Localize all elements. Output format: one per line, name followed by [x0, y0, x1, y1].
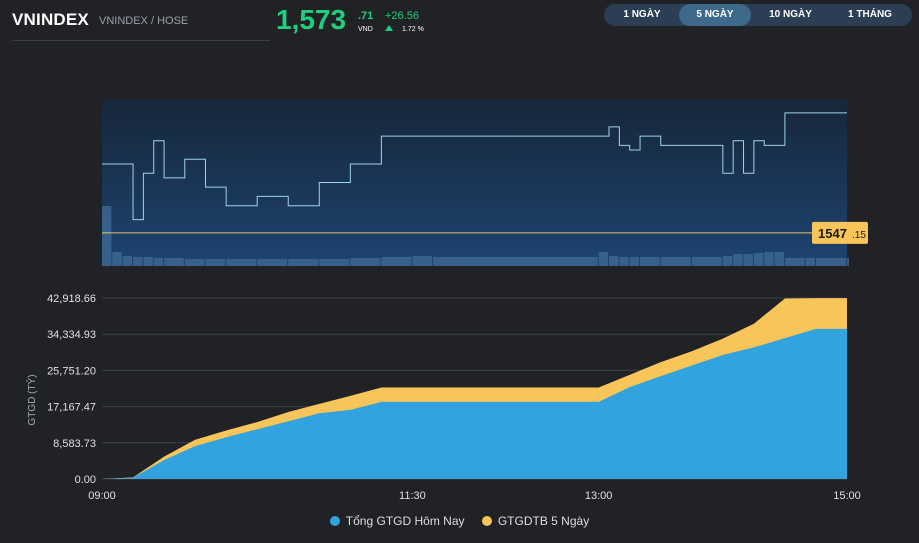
- tab-10-ngay[interactable]: 10 NGÀY: [769, 9, 812, 20]
- volume-bar: [764, 252, 774, 266]
- range-tabs: 1 NGÀY 5 NGÀY 10 NGÀY 1 THÁNG: [604, 4, 912, 26]
- symbol-title: VNINDEX: [12, 10, 89, 29]
- tab-1-ngay[interactable]: 1 NGÀY: [623, 9, 661, 20]
- x-tick-label: 13:00: [585, 490, 613, 502]
- volume-bar: [143, 257, 153, 266]
- volume-bar: [847, 258, 849, 266]
- volume-bar: [433, 257, 598, 266]
- legend: Tổng GTGD Hôm Nay GTGDTB 5 Ngày: [0, 514, 919, 528]
- tab-1-thang[interactable]: 1 THÁNG: [848, 9, 892, 20]
- legend-item-avg5[interactable]: GTGDTB 5 Ngày: [481, 514, 590, 528]
- up-arrow-icon: [385, 25, 393, 31]
- volume-bar: [784, 258, 805, 266]
- volume-bar: [112, 252, 122, 266]
- volume-bar: [350, 258, 381, 266]
- volume-bar: [164, 258, 184, 266]
- reference-label: 1547: [818, 226, 847, 241]
- price-line: [102, 112, 847, 221]
- price-main: 1,573: [276, 4, 347, 35]
- x-tick-label: 09:00: [88, 490, 116, 502]
- legend-dot-today: [329, 516, 340, 526]
- y-tick-label: 0.00: [75, 474, 96, 486]
- volume-bar: [609, 256, 619, 266]
- reference-label-box: [812, 221, 868, 244]
- legend-item-today[interactable]: Tổng GTGD Hôm Nay: [329, 514, 465, 528]
- volume-bar: [205, 259, 226, 266]
- y-tick-label: 34,334.93: [47, 329, 96, 341]
- change-percent: 1.72 %: [402, 26, 424, 33]
- volume-bar: [412, 256, 433, 266]
- volume-bar: [691, 257, 722, 266]
- volume-bar: [288, 259, 319, 266]
- volume-bar: [733, 254, 743, 266]
- x-tick-label: 11:30: [399, 490, 426, 502]
- volume-bars: [102, 206, 849, 266]
- volume-bar: [805, 258, 815, 266]
- y-tick-label: 25,751.20: [47, 365, 96, 377]
- x-tick-label: 15:00: [833, 490, 861, 502]
- legend-dot-avg5: [481, 516, 492, 526]
- volume-bar: [184, 259, 205, 266]
- volume-bar: [753, 253, 764, 266]
- legend-label-avg5: GTGDTB 5 Ngày: [497, 514, 590, 528]
- volume-bar: [743, 254, 753, 266]
- y-tick-label: 42,918.66: [47, 293, 96, 305]
- volume-bar: [815, 258, 846, 266]
- volume-bar: [102, 206, 112, 266]
- change-value: +26.56: [385, 10, 419, 22]
- reference-label-decimal: .15: [852, 230, 866, 241]
- volume-bar: [629, 257, 640, 266]
- header: VNINDEX VNINDEX / HOSE: [12, 6, 270, 41]
- volume-bar: [122, 256, 133, 266]
- area-today: [102, 328, 847, 479]
- y-tick-label: 8,583.73: [53, 438, 96, 450]
- currency-label: VND: [358, 26, 373, 33]
- volume-bar: [319, 259, 350, 266]
- volume-bar: [774, 252, 784, 266]
- legend-label-today: Tổng GTGD Hôm Nay: [345, 514, 465, 528]
- volume-bar: [133, 257, 143, 266]
- volume-bar: [153, 258, 164, 266]
- volume-bar: [381, 257, 412, 266]
- volume-bar: [640, 257, 660, 266]
- volume-bar: [226, 259, 257, 266]
- tab-5-ngay[interactable]: 5 NGÀY: [679, 4, 751, 26]
- volume-bar: [619, 257, 629, 266]
- volume-bar: [598, 252, 609, 266]
- y-tick-label: 17,167.47: [47, 402, 96, 414]
- price-decimal: .71: [358, 10, 374, 22]
- volume-bar: [257, 259, 288, 266]
- exchange-label: VNINDEX / HOSE: [99, 15, 189, 27]
- y-axis-label: GTGD (TỶ): [25, 374, 38, 425]
- volume-bar: [660, 257, 691, 266]
- price-panel: [102, 99, 847, 266]
- volume-bar: [722, 256, 733, 266]
